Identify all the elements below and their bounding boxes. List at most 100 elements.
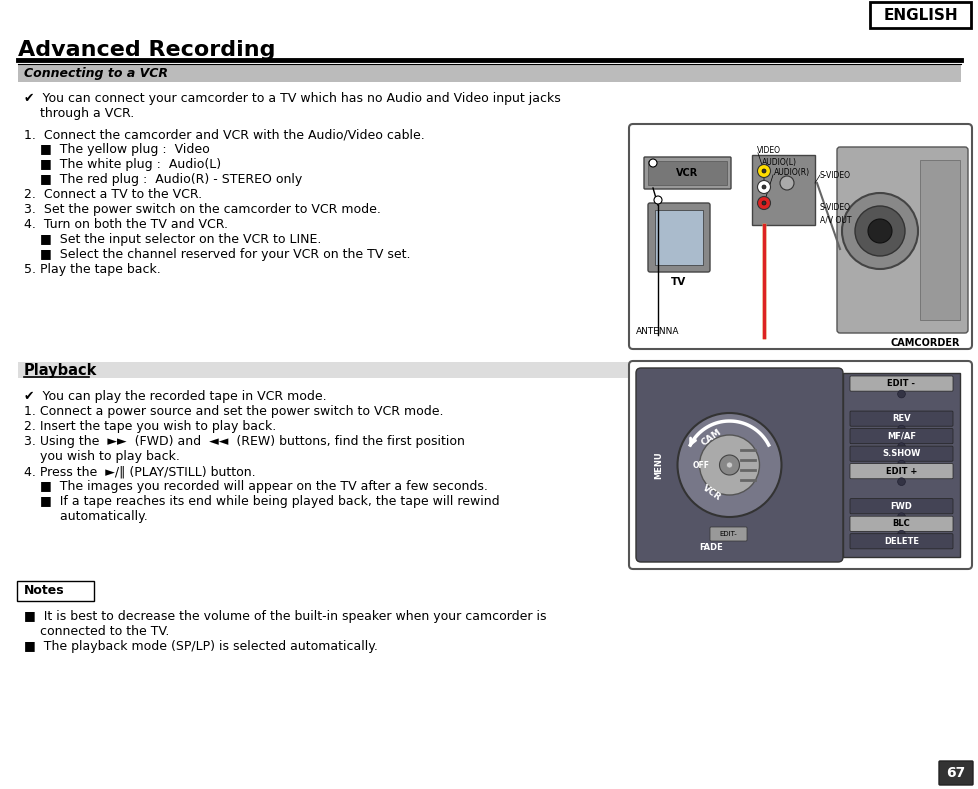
Text: 2.  Connect a TV to the VCR.: 2. Connect a TV to the VCR. <box>24 188 201 201</box>
Circle shape <box>761 201 765 205</box>
FancyBboxPatch shape <box>628 124 971 349</box>
FancyBboxPatch shape <box>17 581 94 601</box>
Text: 4.  Turn on both the TV and VCR.: 4. Turn on both the TV and VCR. <box>24 218 228 231</box>
Text: through a VCR.: through a VCR. <box>24 107 134 120</box>
Circle shape <box>897 478 905 485</box>
Text: EDIT +: EDIT + <box>885 466 916 476</box>
Circle shape <box>757 196 770 210</box>
Circle shape <box>897 460 905 468</box>
FancyBboxPatch shape <box>647 203 709 272</box>
FancyBboxPatch shape <box>636 368 842 562</box>
Circle shape <box>719 455 738 475</box>
Circle shape <box>761 185 765 189</box>
Text: FADE: FADE <box>698 543 722 552</box>
FancyBboxPatch shape <box>849 464 952 479</box>
Text: you wish to play back.: you wish to play back. <box>24 450 180 463</box>
Text: MF/AF: MF/AF <box>886 432 915 440</box>
Circle shape <box>648 159 656 167</box>
FancyBboxPatch shape <box>709 527 746 541</box>
Text: DELETE: DELETE <box>883 537 918 546</box>
Text: ■  If a tape reaches its end while being played back, the tape will rewind: ■ If a tape reaches its end while being … <box>24 495 499 508</box>
Text: automatically.: automatically. <box>24 510 148 523</box>
FancyBboxPatch shape <box>849 499 952 514</box>
Text: ■  It is best to decrease the volume of the built-in speaker when your camcorder: ■ It is best to decrease the volume of t… <box>24 610 546 623</box>
Text: OFF: OFF <box>692 461 709 469</box>
Bar <box>842 373 959 557</box>
Text: Advanced Recording: Advanced Recording <box>18 40 275 60</box>
Text: ■  Set the input selector on the VCR to LINE.: ■ Set the input selector on the VCR to L… <box>24 233 321 246</box>
FancyBboxPatch shape <box>849 516 952 531</box>
Bar <box>654 210 702 265</box>
Text: VCR: VCR <box>700 484 722 503</box>
Text: 1. Connect a power source and set the power switch to VCR mode.: 1. Connect a power source and set the po… <box>24 405 443 418</box>
Bar <box>919 160 959 320</box>
Circle shape <box>897 513 905 521</box>
Text: 1.  Connect the camcorder and VCR with the Audio/Video cable.: 1. Connect the camcorder and VCR with th… <box>24 128 424 141</box>
Text: ■  Select the channel reserved for your VCR on the TV set.: ■ Select the channel reserved for your V… <box>24 248 410 261</box>
Text: Connecting to a VCR: Connecting to a VCR <box>24 67 168 80</box>
Bar <box>751 155 814 225</box>
Circle shape <box>757 181 770 193</box>
Text: 2. Insert the tape you wish to play back.: 2. Insert the tape you wish to play back… <box>24 420 276 433</box>
Circle shape <box>897 425 905 433</box>
Text: Playback: Playback <box>24 362 97 377</box>
Text: AUDIO(L): AUDIO(L) <box>761 158 796 167</box>
Text: ■  The red plug :  Audio(R) - STEREO only: ■ The red plug : Audio(R) - STEREO only <box>24 173 302 186</box>
Text: TV: TV <box>671 277 686 287</box>
FancyBboxPatch shape <box>849 446 952 462</box>
Text: 4. Press the  ►/‖ (PLAY/STILL) button.: 4. Press the ►/‖ (PLAY/STILL) button. <box>24 465 255 478</box>
Text: ANTENNA: ANTENNA <box>636 327 679 336</box>
Text: S-VIDEO: S-VIDEO <box>820 203 850 211</box>
FancyBboxPatch shape <box>644 157 731 189</box>
FancyBboxPatch shape <box>628 361 971 569</box>
Bar <box>869 2 970 28</box>
Text: CAM: CAM <box>699 427 723 447</box>
Circle shape <box>867 219 891 243</box>
Circle shape <box>699 435 759 495</box>
Text: REV: REV <box>891 414 910 423</box>
Text: EDIT-: EDIT- <box>719 531 736 537</box>
Text: 67: 67 <box>946 766 964 780</box>
Circle shape <box>897 530 905 538</box>
Text: S-VIDEO: S-VIDEO <box>820 170 850 180</box>
Circle shape <box>841 193 917 269</box>
Circle shape <box>779 176 793 190</box>
Circle shape <box>726 462 732 468</box>
Circle shape <box>897 443 905 451</box>
Bar <box>647 161 727 185</box>
Text: Notes: Notes <box>24 584 65 596</box>
Circle shape <box>854 206 904 256</box>
Text: VCR: VCR <box>676 168 698 178</box>
Circle shape <box>761 169 765 173</box>
Text: ✔  You can play the recorded tape in VCR mode.: ✔ You can play the recorded tape in VCR … <box>24 390 327 403</box>
Text: connected to the TV.: connected to the TV. <box>24 625 169 638</box>
Text: ENGLISH: ENGLISH <box>882 8 956 23</box>
FancyBboxPatch shape <box>836 147 967 333</box>
Text: AUDIO(R): AUDIO(R) <box>774 168 810 177</box>
FancyBboxPatch shape <box>849 411 952 426</box>
Text: S.SHOW: S.SHOW <box>881 449 919 458</box>
Circle shape <box>677 413 780 517</box>
Text: CAMCORDER: CAMCORDER <box>890 338 959 348</box>
FancyBboxPatch shape <box>938 761 972 785</box>
Circle shape <box>757 164 770 178</box>
Circle shape <box>653 196 661 204</box>
Text: 3. Using the  ►►  (FWD) and  ◄◄  (REW) buttons, find the first position: 3. Using the ►► (FWD) and ◄◄ (REW) butto… <box>24 435 465 448</box>
Text: ■  The yellow plug :  Video: ■ The yellow plug : Video <box>24 143 209 156</box>
Text: ■  The white plug :  Audio(L): ■ The white plug : Audio(L) <box>24 158 221 171</box>
Bar <box>18 362 960 378</box>
Text: 3.  Set the power switch on the camcorder to VCR mode.: 3. Set the power switch on the camcorder… <box>24 203 380 216</box>
Text: BLC: BLC <box>892 519 910 529</box>
Text: ■  The playback mode (SP/LP) is selected automatically.: ■ The playback mode (SP/LP) is selected … <box>24 640 378 653</box>
Text: ■  The images you recorded will appear on the TV after a few seconds.: ■ The images you recorded will appear on… <box>24 480 487 493</box>
Text: VIDEO: VIDEO <box>756 146 780 155</box>
Bar <box>18 65 960 82</box>
FancyBboxPatch shape <box>849 376 952 391</box>
Text: MENU: MENU <box>654 451 663 479</box>
Text: EDIT -: EDIT - <box>887 379 914 388</box>
FancyBboxPatch shape <box>849 428 952 443</box>
Circle shape <box>897 391 905 398</box>
Text: 5. Play the tape back.: 5. Play the tape back. <box>24 263 160 276</box>
Text: FWD: FWD <box>890 502 911 510</box>
Text: ✔  You can connect your camcorder to a TV which has no Audio and Video input jac: ✔ You can connect your camcorder to a TV… <box>24 92 560 105</box>
